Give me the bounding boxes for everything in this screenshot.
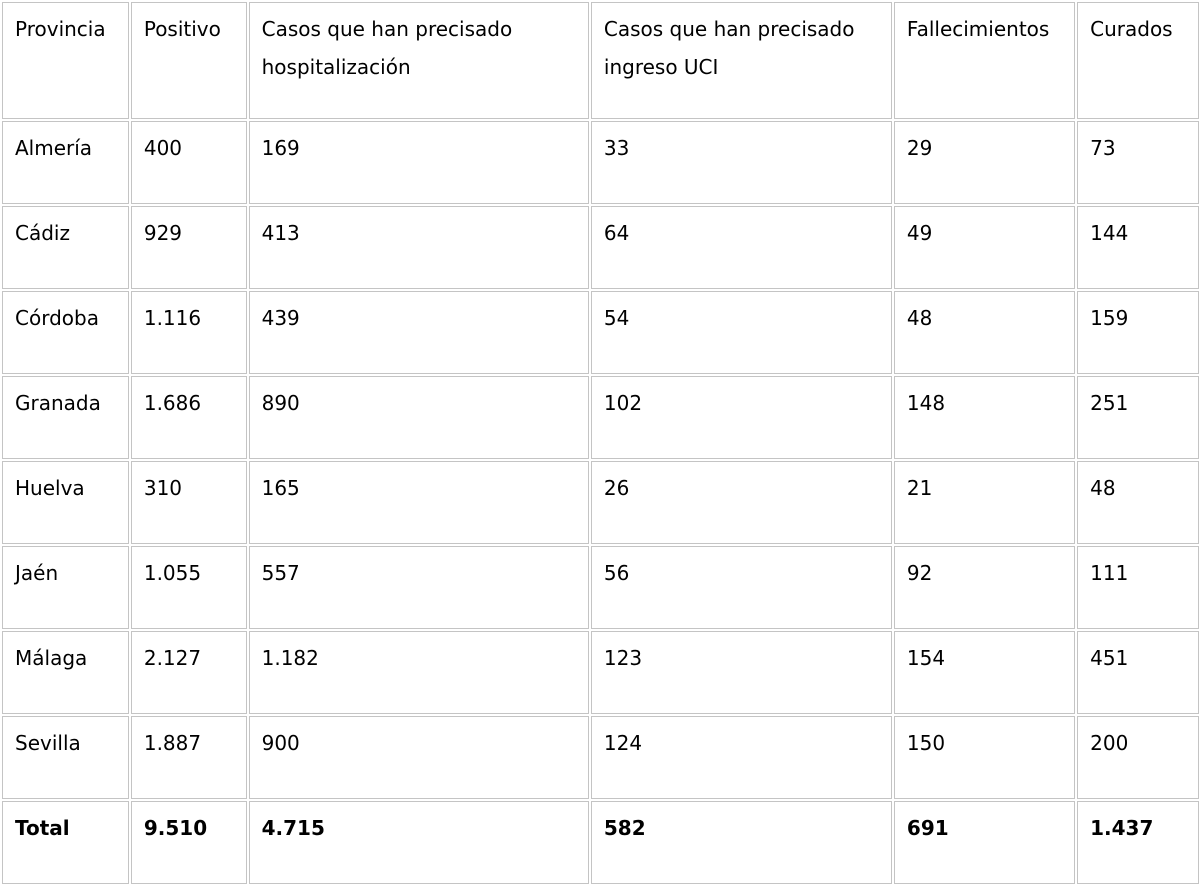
table-cell: 124 <box>590 716 892 799</box>
table-cell: 900 <box>248 716 589 799</box>
table-cell: 169 <box>248 121 589 204</box>
row-label: Sevilla <box>2 716 129 799</box>
table-cell: 1.116 <box>130 291 247 374</box>
table-row: Sevilla 1.887 900 124 150 200 <box>2 716 1199 799</box>
table-cell: 54 <box>590 291 892 374</box>
table-cell: 9.510 <box>130 801 247 884</box>
table-cell: 413 <box>248 206 589 289</box>
column-header-5: Fallecimientos <box>893 2 1076 119</box>
table-cell: 165 <box>248 461 589 544</box>
table-cell: 33 <box>590 121 892 204</box>
table-cell: 154 <box>893 631 1076 714</box>
table-cell: 1.182 <box>248 631 589 714</box>
column-header-1: Provincia <box>2 2 129 119</box>
table-cell: 21 <box>893 461 1076 544</box>
table-cell: 56 <box>590 546 892 629</box>
table-header: Provincia Positivo Casos que han precisado… <box>2 2 1199 119</box>
total-row: Total 9.510 4.715 582 691 1.437 <box>2 801 1199 884</box>
header-row: Provincia Positivo Casos que han precisado… <box>2 2 1199 119</box>
table-cell: 929 <box>130 206 247 289</box>
column-header-3: Casos que han precisado hospitalización <box>248 2 589 119</box>
table-cell: 102 <box>590 376 892 459</box>
table-cell: 64 <box>590 206 892 289</box>
row-label: Málaga <box>2 631 129 714</box>
table-cell: 200 <box>1077 716 1199 799</box>
table-cell: 890 <box>248 376 589 459</box>
table-row: Cádiz 929 413 64 49 144 <box>2 206 1199 289</box>
row-label: Almería <box>2 121 129 204</box>
table-cell: 159 <box>1077 291 1199 374</box>
table-row: Jaén 1.055 557 56 92 111 <box>2 546 1199 629</box>
total-label: Total <box>2 801 129 884</box>
table-cell: 150 <box>893 716 1076 799</box>
row-label: Córdoba <box>2 291 129 374</box>
table-cell: 48 <box>893 291 1076 374</box>
table-row: Málaga 2.127 1.182 123 154 451 <box>2 631 1199 714</box>
table-cell: 251 <box>1077 376 1199 459</box>
table-row: Granada 1.686 890 102 148 251 <box>2 376 1199 459</box>
table-cell: 582 <box>590 801 892 884</box>
table-cell: 557 <box>248 546 589 629</box>
table-cell: 92 <box>893 546 1076 629</box>
table-cell: 144 <box>1077 206 1199 289</box>
table-cell: 4.715 <box>248 801 589 884</box>
table-row: Huelva 310 165 26 21 48 <box>2 461 1199 544</box>
table-cell: 1.437 <box>1077 801 1199 884</box>
table-cell: 400 <box>130 121 247 204</box>
table-row: Almería 400 169 33 29 73 <box>2 121 1199 204</box>
table-cell: 48 <box>1077 461 1199 544</box>
column-header-4: Casos que han precisado ingreso UCI <box>590 2 892 119</box>
row-label: Jaén <box>2 546 129 629</box>
table-cell: 451 <box>1077 631 1199 714</box>
row-label: Cádiz <box>2 206 129 289</box>
table-cell: 1.887 <box>130 716 247 799</box>
table-row: Córdoba 1.116 439 54 48 159 <box>2 291 1199 374</box>
table-cell: 1.055 <box>130 546 247 629</box>
table-cell: 2.127 <box>130 631 247 714</box>
table-body: Almería 400 169 33 29 73 Cádiz 929 413 64 49 144 Cór… <box>2 121 1199 884</box>
table-cell: 148 <box>893 376 1076 459</box>
row-label: Granada <box>2 376 129 459</box>
table-cell: 49 <box>893 206 1076 289</box>
table-cell: 310 <box>130 461 247 544</box>
column-header-6: Curados <box>1077 2 1199 119</box>
table-cell: 111 <box>1077 546 1199 629</box>
table-cell: 439 <box>248 291 589 374</box>
table-cell: 26 <box>590 461 892 544</box>
table-cell: 691 <box>893 801 1076 884</box>
table-cell: 73 <box>1077 121 1199 204</box>
table-cell: 1.686 <box>130 376 247 459</box>
table-cell: 29 <box>893 121 1076 204</box>
column-header-2: Positivo <box>130 2 247 119</box>
table-cell: 123 <box>590 631 892 714</box>
row-label: Huelva <box>2 461 129 544</box>
